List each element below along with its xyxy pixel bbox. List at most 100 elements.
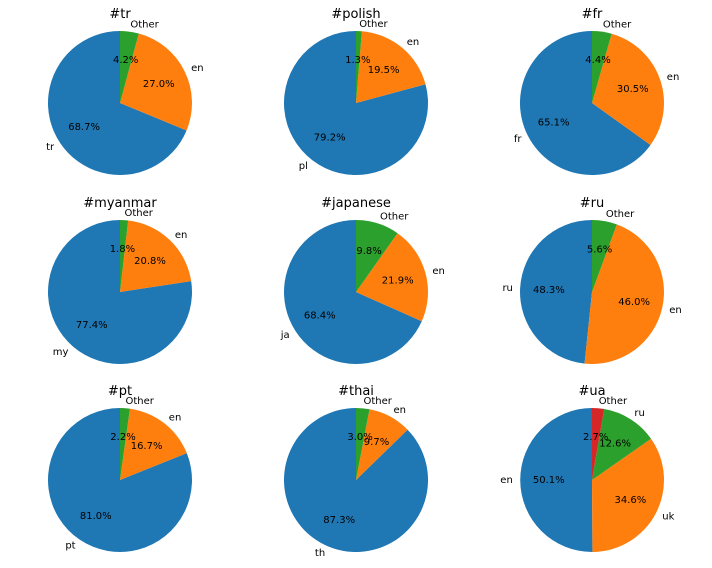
slice-label: Other — [364, 396, 393, 407]
slice-label: Other — [359, 19, 388, 30]
slice-percent: 46.0% — [618, 297, 650, 308]
slice-percent: 50.1% — [533, 475, 565, 486]
slice-percent: 1.8% — [110, 244, 135, 255]
pie-pt: #pt pt 81.0% en 16.7% Other 2.2% — [48, 384, 193, 553]
slice-label: en — [667, 72, 680, 83]
pie-title: #fr — [582, 7, 603, 22]
pie-slice-pl — [284, 31, 429, 175]
pie-slice-en — [592, 33, 664, 145]
slice-label: ru — [502, 283, 512, 294]
pie-title: #thai — [338, 384, 374, 399]
slice-percent: 68.4% — [304, 311, 336, 322]
pie-myanmar: #myanmar my 77.4% en 20.8% Other 1.8% — [47, 196, 192, 364]
pie-slice-en — [356, 233, 428, 322]
slice-percent: 34.6% — [615, 495, 647, 506]
pie-slice-uk — [592, 438, 665, 552]
slice-label: pt — [65, 541, 75, 552]
slice-percent: 21.9% — [382, 276, 414, 287]
pie-slice-other — [592, 220, 617, 292]
slice-label: en — [432, 266, 445, 277]
pie-slice-fr — [519, 31, 651, 175]
slice-percent: 3.0% — [347, 432, 372, 443]
slice-label: Other — [606, 209, 635, 220]
slice-label: pl — [299, 161, 308, 172]
slice-percent: 87.3% — [323, 515, 355, 526]
pie-slice-pt — [48, 408, 193, 553]
slice-percent: 5.6% — [587, 245, 612, 256]
pie-slice-en — [120, 408, 187, 480]
pie-slice-ja — [283, 220, 422, 364]
pie-title: #ua — [578, 384, 605, 399]
slice-label: Other — [599, 396, 628, 407]
slice-percent: 48.3% — [533, 285, 565, 296]
pie-slice-other — [592, 408, 605, 480]
slice-percent: 81.0% — [80, 511, 112, 522]
pie-slice-ru — [592, 409, 652, 480]
slice-percent: 16.7% — [131, 441, 163, 452]
slice-label: en — [669, 305, 682, 316]
slice-label: ru — [634, 408, 644, 419]
slice-label: Other — [380, 212, 409, 223]
slice-label: Other — [603, 20, 632, 31]
slice-percent: 4.4% — [585, 55, 610, 66]
slice-label: uk — [662, 511, 674, 522]
pie-slice-en — [584, 224, 664, 364]
pie-slice-en — [356, 31, 426, 104]
slice-label: en — [169, 413, 182, 424]
pie-title: #tr — [109, 7, 131, 22]
pie-slice-other — [120, 220, 129, 292]
slice-percent: 2.7% — [583, 432, 608, 443]
slice-percent: 65.1% — [538, 118, 570, 129]
slice-label: Other — [130, 20, 159, 31]
pie-title: #japanese — [321, 196, 391, 211]
slice-percent: 12.6% — [599, 439, 631, 450]
pie-slice-en — [120, 220, 192, 292]
slice-label: en — [191, 63, 204, 74]
slice-label: fr — [514, 134, 523, 145]
pie-title: #ru — [580, 196, 604, 211]
slice-label: en — [407, 37, 420, 48]
slice-label: en — [175, 230, 188, 241]
slice-label: en — [500, 475, 513, 486]
pie-slice-tr — [47, 31, 187, 175]
pie-ua: #ua en 50.1% uk 34.6% ru 12.6% Other 2.7% — [500, 384, 675, 553]
pie-slice-en — [120, 33, 192, 131]
pie-slice-other — [120, 31, 139, 103]
pie-slice-en — [356, 409, 408, 480]
slice-percent: 20.8% — [134, 256, 166, 267]
pie-polish: #polish pl 79.2% en 19.5% Other 1.3% — [284, 7, 429, 175]
pie-thai: #thai th 87.3% en 9.7% Other 3.0% — [284, 384, 429, 559]
slice-percent: 4.2% — [113, 55, 138, 66]
slice-label: Other — [126, 396, 155, 407]
slice-percent: 2.2% — [110, 432, 135, 443]
slice-percent: 30.5% — [617, 84, 649, 95]
pie-title: #polish — [331, 7, 380, 22]
slice-label: th — [315, 548, 325, 559]
pie-slice-my — [47, 220, 192, 364]
pie-tr: #tr tr 68.7% en 27.0% Other 4.2% — [46, 7, 204, 175]
pie-slice-other — [356, 408, 370, 480]
slice-percent: 19.5% — [368, 65, 400, 76]
slice-label: Other — [125, 208, 154, 219]
slice-percent: 68.7% — [68, 122, 100, 133]
pie-japanese: #japanese ja 68.4% en 21.9% Other 9.8% — [280, 196, 445, 364]
pie-title: #pt — [108, 384, 132, 399]
pie-ru: #ru ru 48.3% en 46.0% Other 5.6% — [502, 196, 682, 364]
pie-slice-other — [356, 220, 398, 292]
pie-slice-ru — [520, 220, 592, 364]
slice-label: ja — [280, 330, 290, 341]
slice-percent: 9.8% — [356, 246, 381, 257]
slice-percent: 77.4% — [76, 320, 108, 331]
slice-percent: 9.7% — [364, 437, 389, 448]
pie-slice-th — [284, 408, 429, 552]
slice-percent: 1.3% — [345, 55, 370, 66]
pie-fr: #fr fr 65.1% en 30.5% Other 4.4% — [514, 7, 679, 175]
slice-label: en — [394, 405, 407, 416]
pie-slice-other — [120, 408, 130, 480]
pie-title: #myanmar — [83, 196, 157, 211]
slice-label: my — [53, 347, 69, 358]
pie-slice-en — [520, 408, 593, 553]
slice-percent: 27.0% — [143, 79, 175, 90]
slice-label: tr — [46, 142, 55, 153]
